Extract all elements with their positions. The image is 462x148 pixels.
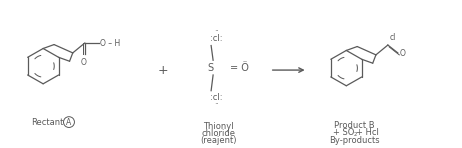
Text: :cl:: :cl: bbox=[210, 93, 222, 102]
Text: + Hcl: + Hcl bbox=[356, 128, 379, 137]
Text: ··: ·· bbox=[214, 27, 219, 36]
Text: cl: cl bbox=[390, 33, 396, 42]
Text: Product B: Product B bbox=[334, 120, 375, 130]
Text: (reajent): (reajent) bbox=[200, 136, 237, 145]
Text: A: A bbox=[67, 118, 72, 127]
Text: O: O bbox=[400, 49, 406, 58]
Text: ··: ·· bbox=[214, 100, 219, 109]
Text: chloride: chloride bbox=[201, 129, 235, 138]
Text: :cl:: :cl: bbox=[210, 34, 222, 43]
Text: + SO: + SO bbox=[334, 128, 355, 137]
Text: Rectant: Rectant bbox=[31, 118, 64, 127]
Text: +: + bbox=[158, 64, 169, 77]
Text: By-products: By-products bbox=[329, 136, 380, 145]
Text: 2: 2 bbox=[353, 132, 357, 137]
Text: = Ö: = Ö bbox=[230, 63, 249, 73]
Text: S: S bbox=[207, 63, 213, 73]
Text: O – H: O – H bbox=[100, 39, 120, 48]
Text: Thionyl: Thionyl bbox=[203, 123, 233, 131]
Text: O: O bbox=[81, 58, 86, 67]
